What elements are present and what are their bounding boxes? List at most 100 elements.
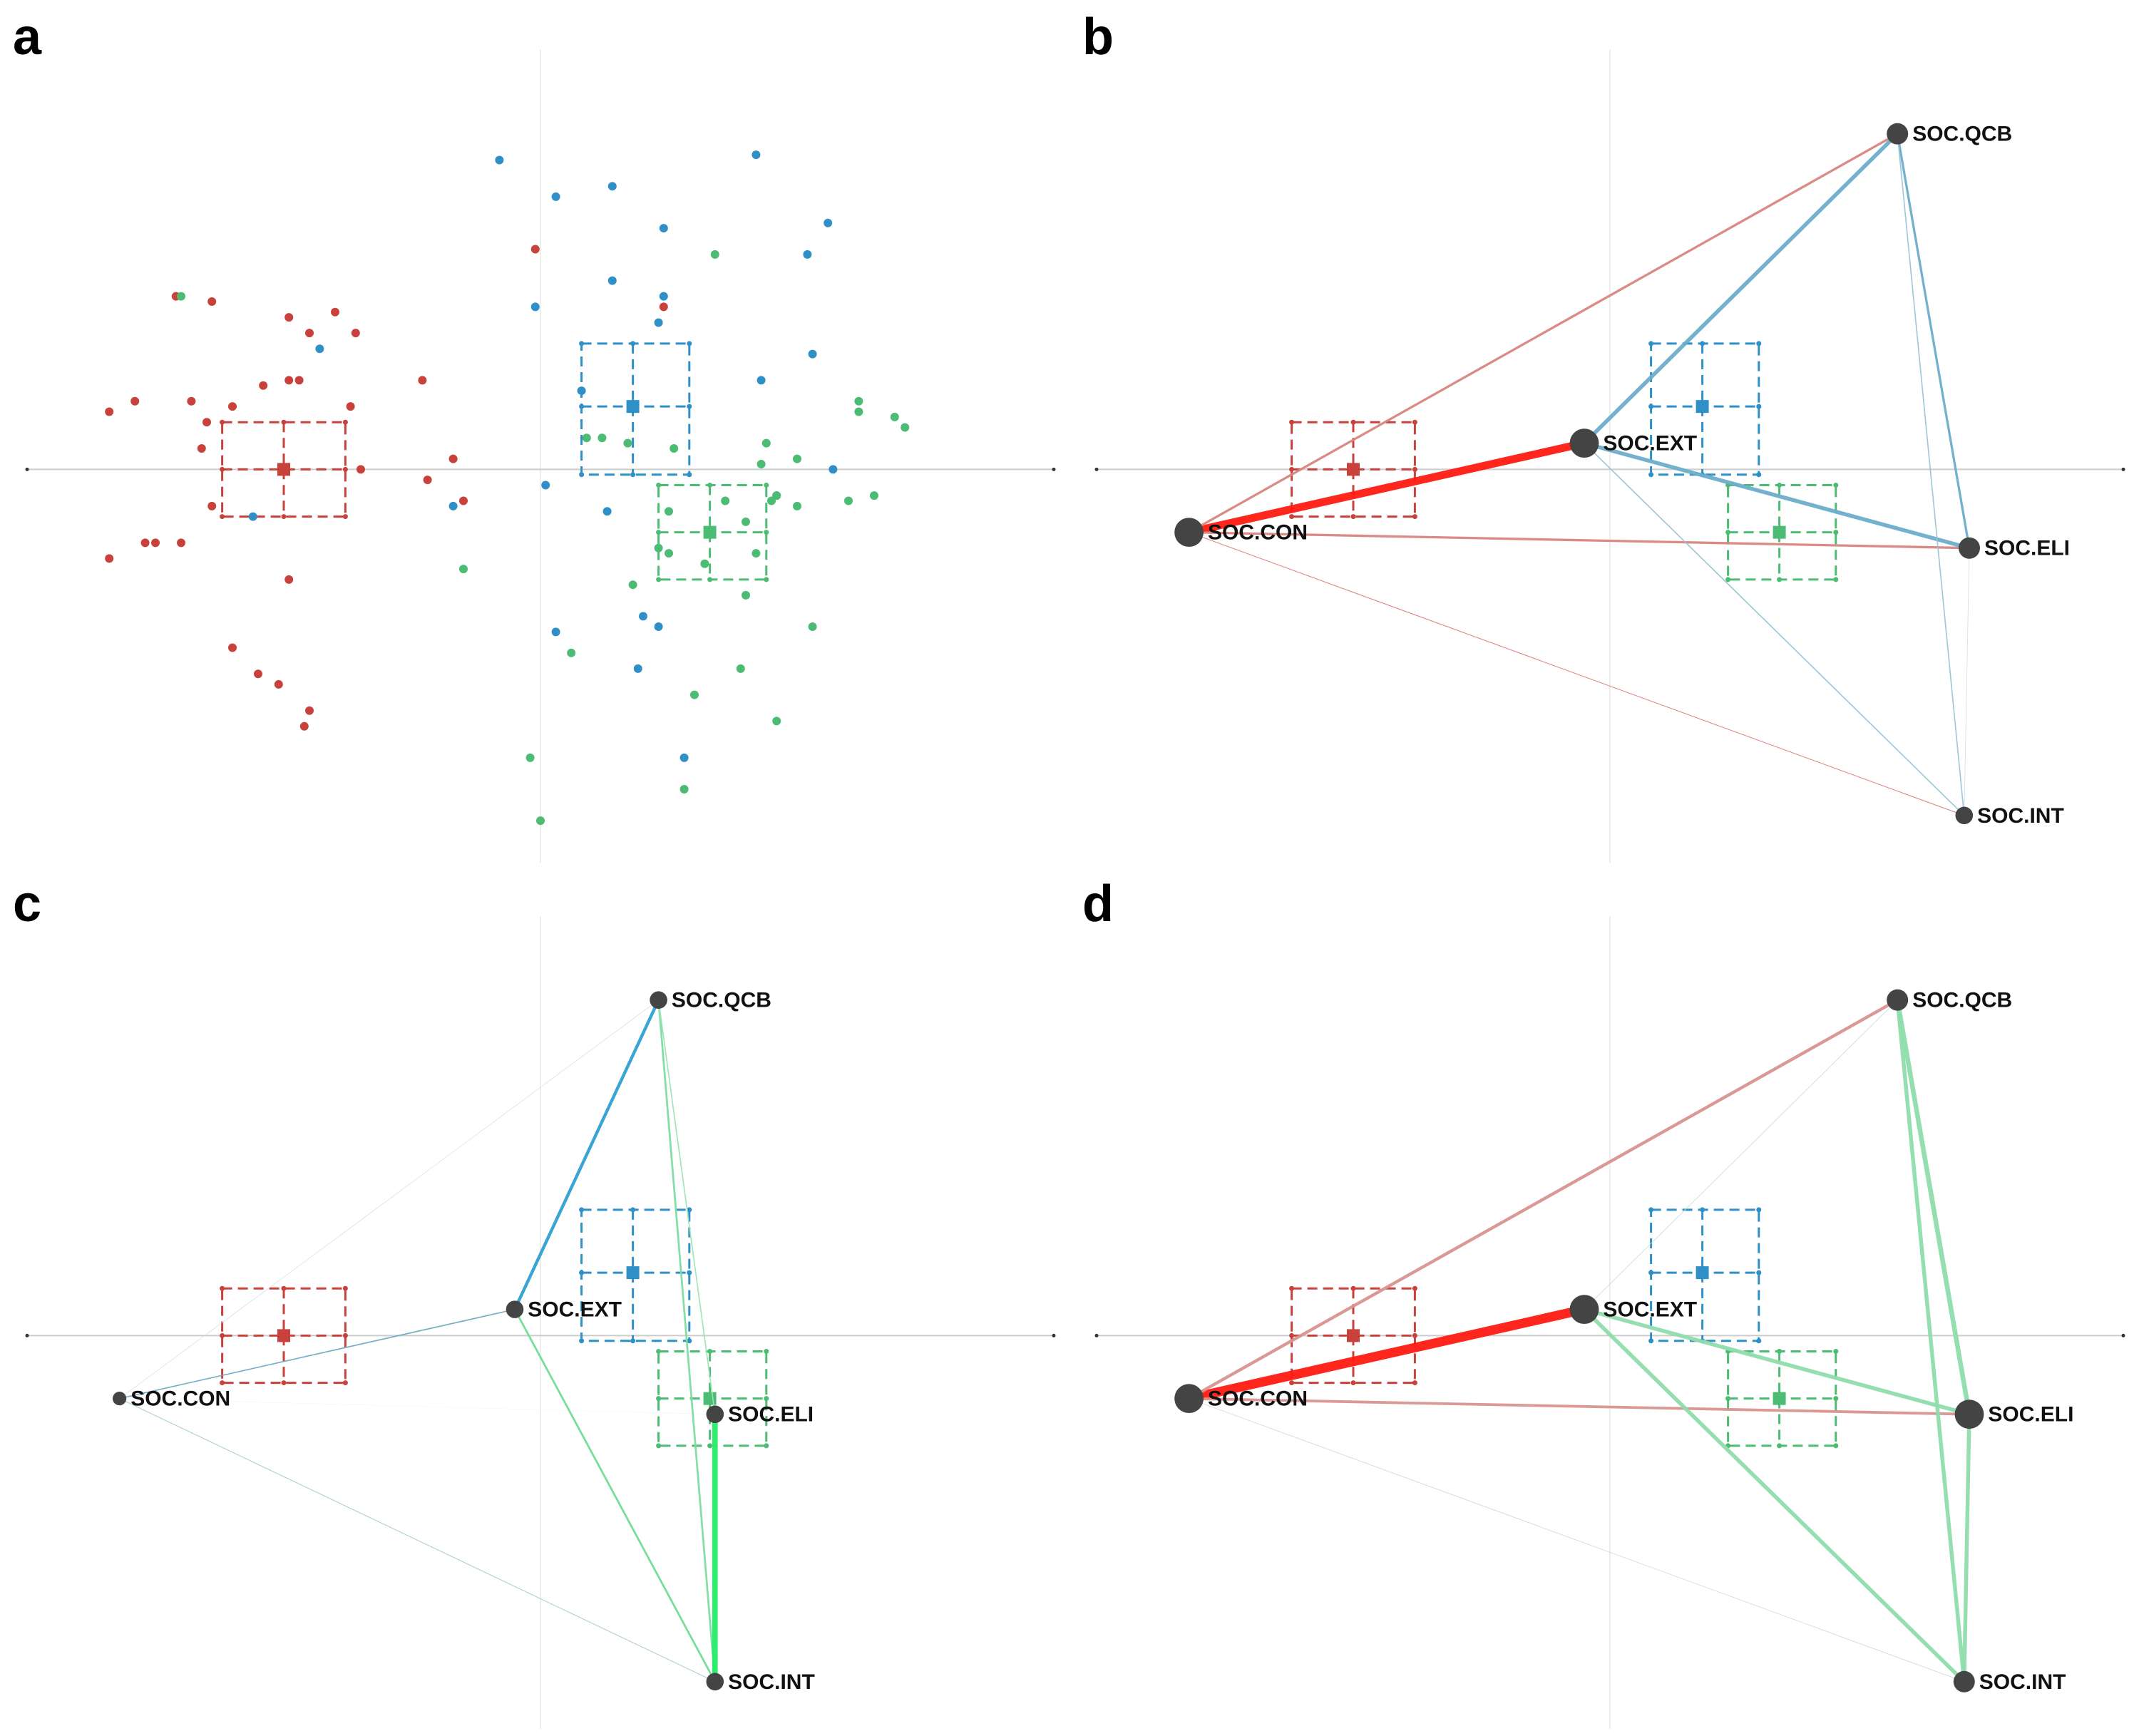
group-box-tick-blue bbox=[579, 1207, 585, 1213]
group-box-tick-red bbox=[220, 514, 225, 520]
group-box-tick-blue bbox=[1648, 341, 1654, 346]
panel-letter-d: d bbox=[1082, 875, 1114, 933]
group-box-tick-blue bbox=[687, 1338, 692, 1344]
group-box-tick-blue bbox=[1756, 1270, 1762, 1275]
scatter-point-red bbox=[197, 443, 206, 453]
scatter-point-green bbox=[772, 717, 781, 726]
group-box-tick-green bbox=[764, 577, 769, 582]
node-label-SOC.INT: SOC.INT bbox=[1977, 804, 2064, 828]
group-box-tick-red bbox=[281, 514, 287, 520]
group-box-tick-blue bbox=[687, 1207, 692, 1213]
node-SOC.CON bbox=[1174, 1384, 1204, 1414]
node-SOC.QCB bbox=[1887, 123, 1909, 145]
group-box-green bbox=[657, 483, 768, 581]
group-box-tick-red bbox=[281, 1285, 287, 1291]
scatter-point-green bbox=[772, 491, 781, 500]
axis-end-dot bbox=[1052, 1333, 1056, 1337]
scatter-point-blue bbox=[654, 318, 663, 327]
axis-end-dot bbox=[1094, 1333, 1099, 1337]
scatter-point-blue bbox=[633, 664, 642, 673]
group-box-tick-green bbox=[1833, 1396, 1839, 1402]
scatter-point-red bbox=[105, 554, 114, 563]
group-box-tick-red bbox=[1289, 1332, 1295, 1338]
scatter-point-blue bbox=[530, 302, 540, 312]
group-box-tick-red bbox=[1289, 419, 1295, 425]
scatter-point-green bbox=[793, 454, 801, 463]
scatter-point-red bbox=[151, 538, 160, 548]
edge-SOC.CON-SOC.INT bbox=[119, 1398, 716, 1683]
scatter-point-red bbox=[459, 496, 468, 505]
group-box-tick-blue bbox=[1648, 1270, 1654, 1275]
node-label-SOC.ELI: SOC.ELI bbox=[1984, 537, 2070, 560]
scatter-point-green bbox=[710, 250, 719, 259]
node-label-SOC.CON: SOC.CON bbox=[130, 1387, 230, 1411]
node-SOC.EXT bbox=[1569, 1295, 1599, 1325]
scatter-point-green bbox=[623, 438, 632, 448]
scatter-point-blue bbox=[752, 150, 761, 160]
group-box-tick-green bbox=[656, 1443, 662, 1449]
group-box-blue bbox=[1650, 1208, 1760, 1342]
group-centroid-blue bbox=[626, 400, 640, 414]
scatter-point-red bbox=[346, 402, 355, 411]
group-centroid-red bbox=[1347, 463, 1360, 476]
scatter-point-green bbox=[177, 292, 185, 301]
node-SOC.CON bbox=[1174, 518, 1204, 548]
group-box-tick-red bbox=[220, 1285, 225, 1291]
group-centroid-red bbox=[277, 1329, 290, 1342]
edge-SOC.CON-SOC.QCB bbox=[1187, 133, 1899, 534]
group-box-tick-red bbox=[220, 419, 225, 425]
group-box-tick-red bbox=[220, 1332, 225, 1338]
group-centroid-blue bbox=[1696, 400, 1709, 414]
group-box-tick-green bbox=[1725, 577, 1731, 582]
node-SOC.QCB bbox=[650, 991, 667, 1009]
scatter-point-green bbox=[901, 423, 910, 432]
group-centroid-blue bbox=[626, 1266, 640, 1280]
scatter-point-red bbox=[448, 454, 458, 463]
group-box-tick-red bbox=[342, 419, 348, 425]
node-label-SOC.CON: SOC.CON bbox=[1208, 1387, 1308, 1411]
edge-SOC.EXT-SOC.ELI bbox=[1582, 441, 1971, 550]
scatter-point-red bbox=[284, 575, 294, 584]
group-centroid-green bbox=[1773, 525, 1786, 539]
group-box-tick-blue bbox=[630, 1207, 636, 1213]
group-box-tick-red bbox=[342, 466, 348, 472]
group-box-tick-blue bbox=[687, 1270, 692, 1275]
group-box-tick-blue bbox=[579, 1270, 585, 1275]
scatter-point-green bbox=[752, 549, 761, 558]
scatter-point-blue bbox=[607, 182, 617, 191]
group-box-tick-green bbox=[764, 530, 769, 535]
group-box-tick-green bbox=[656, 1396, 662, 1402]
panel-letter-a: a bbox=[13, 9, 42, 66]
scatter-point-green bbox=[808, 622, 817, 632]
group-box-tick-blue bbox=[630, 472, 636, 478]
edge-SOC.QCB-SOC.INT bbox=[1897, 133, 1965, 816]
group-box-tick-blue bbox=[579, 341, 585, 346]
scatter-point-green bbox=[761, 438, 771, 448]
scatter-point-blue bbox=[824, 218, 833, 227]
group-box-tick-blue bbox=[1756, 1207, 1762, 1213]
group-box-tick-green bbox=[656, 482, 662, 488]
edge-SOC.CON-SOC.INT bbox=[1189, 532, 1965, 816]
group-centroid-green bbox=[703, 1392, 717, 1405]
group-box-tick-green bbox=[764, 1396, 769, 1402]
scatter-point-green bbox=[742, 590, 750, 600]
edge-SOC.QCB-SOC.INT bbox=[657, 999, 717, 1683]
scatter-point-blue bbox=[607, 276, 617, 285]
scatter-point-red bbox=[284, 376, 294, 385]
edge-SOC.CON-SOC.EXT bbox=[1184, 1305, 1589, 1404]
edge-SOC.EXT-SOC.INT bbox=[1582, 1307, 1966, 1684]
node-label-SOC.EXT: SOC.EXT bbox=[1603, 432, 1697, 456]
group-box-tick-blue bbox=[1648, 404, 1654, 409]
node-SOC.EXT bbox=[506, 1300, 524, 1318]
group-box-tick-green bbox=[1833, 577, 1839, 582]
group-box-tick-green bbox=[1777, 577, 1782, 582]
group-centroid-red bbox=[1347, 1329, 1360, 1342]
scatter-point-red bbox=[207, 501, 217, 510]
scatter-point-red bbox=[294, 376, 304, 385]
scatter-point-green bbox=[721, 496, 730, 505]
scatter-point-blue bbox=[602, 507, 612, 516]
scatter-point-green bbox=[854, 396, 863, 406]
scatter-point-green bbox=[670, 443, 679, 453]
group-box-tick-blue bbox=[687, 404, 692, 409]
scatter-point-blue bbox=[248, 512, 257, 521]
